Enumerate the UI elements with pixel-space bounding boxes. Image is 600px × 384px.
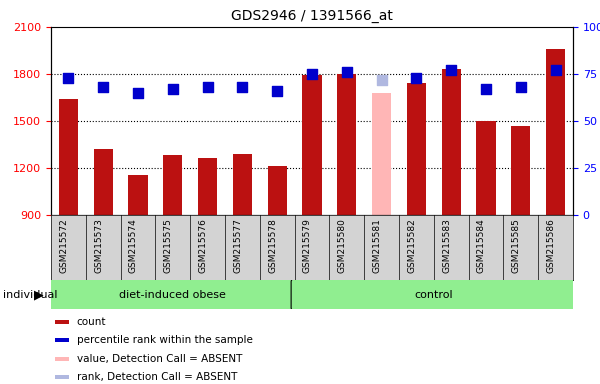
Bar [55,357,69,361]
Point [64,74,73,81]
Text: GSM215585: GSM215585 [512,218,521,273]
Text: GSM215580: GSM215580 [338,218,347,273]
Point [342,69,352,75]
Bar [511,126,530,215]
Text: GSM215586: GSM215586 [547,218,556,273]
Bar [94,149,113,215]
Text: GSM215576: GSM215576 [199,218,208,273]
Text: GSM215575: GSM215575 [164,218,173,273]
Bar [59,99,78,215]
Text: GSM215577: GSM215577 [233,218,242,273]
Bar [55,338,69,343]
Point [272,88,282,94]
Bar [198,158,217,215]
Point [133,90,143,96]
Text: count: count [77,317,106,327]
Text: GSM215581: GSM215581 [373,218,382,273]
FancyBboxPatch shape [291,279,577,311]
Bar [407,83,426,215]
Bar [372,93,391,215]
Text: GSM215574: GSM215574 [129,218,138,273]
Text: GSM215578: GSM215578 [268,218,277,273]
Point [516,84,526,90]
Point [98,84,108,90]
Point [481,86,491,92]
Point [238,84,247,90]
Bar [163,156,182,215]
Bar [55,320,69,324]
Point [412,74,421,81]
Point [203,84,212,90]
Bar [233,154,252,215]
Text: GSM215584: GSM215584 [477,218,486,273]
Title: GDS2946 / 1391566_at: GDS2946 / 1391566_at [231,9,393,23]
Text: percentile rank within the sample: percentile rank within the sample [77,336,253,346]
Bar [55,375,69,379]
Bar [442,69,461,215]
Text: ▶: ▶ [34,288,44,301]
Point [307,71,317,77]
Point [377,76,386,83]
Point [446,67,456,73]
Text: GSM215572: GSM215572 [59,218,68,273]
Text: individual: individual [3,290,58,300]
Text: control: control [415,290,453,300]
Bar [546,49,565,215]
Text: GSM215582: GSM215582 [407,218,416,273]
Text: value, Detection Call = ABSENT: value, Detection Call = ABSENT [77,354,242,364]
Bar [268,166,287,215]
Bar [476,121,496,215]
Point [168,86,178,92]
Bar [302,76,322,215]
Text: rank, Detection Call = ABSENT: rank, Detection Call = ABSENT [77,372,237,382]
Bar [337,74,356,215]
Text: GSM215573: GSM215573 [94,218,103,273]
Text: GSM215579: GSM215579 [303,218,312,273]
Text: diet-induced obese: diet-induced obese [119,290,226,300]
Point [551,67,560,73]
FancyBboxPatch shape [47,279,298,311]
Text: GSM215583: GSM215583 [442,218,451,273]
Bar [128,175,148,215]
